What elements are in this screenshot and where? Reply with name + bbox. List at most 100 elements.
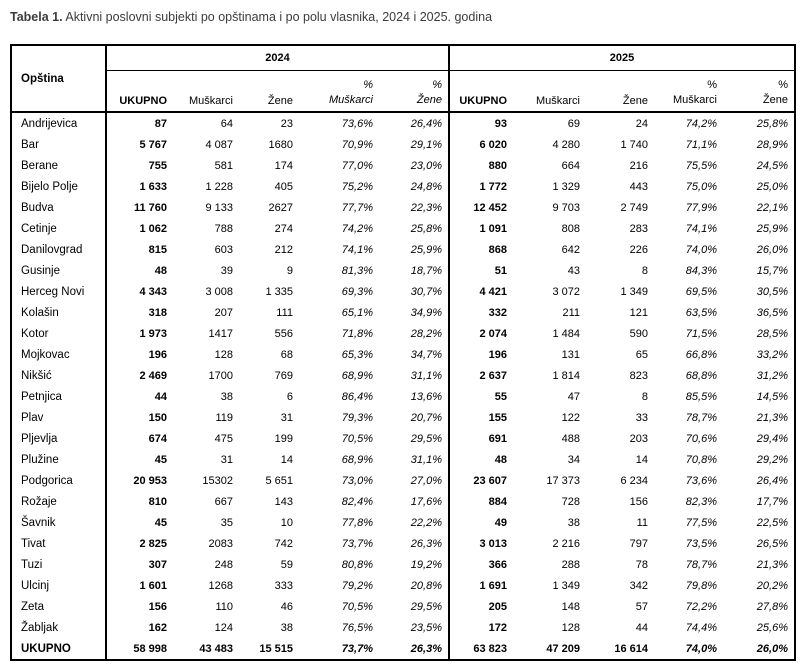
cell-2025-muskarci: 17 373 [546, 474, 580, 487]
cell-2025-pct-muskarci: 74,4% [685, 621, 717, 634]
cell-2025-pct-zene: 25,6% [756, 621, 788, 634]
cell-2024-ukupno: 2 469 [139, 369, 167, 382]
cell-2025-muskarci: 9 703 [552, 201, 580, 214]
table-row: Herceg Novi 4 343 3 008 1 335 69,3% 30,7% 4 42… [11, 281, 795, 302]
cell-2024-ukupno: 1 062 [139, 222, 167, 235]
municipality-cell: Kolašin [11, 302, 107, 323]
cell-2025-ukupno: 6 020 [448, 134, 513, 155]
cell-2025-muskarci: 1 814 [552, 369, 580, 382]
cell-2025-muskarci: 122 [561, 411, 580, 424]
cell-2025-pct-muskarci: 68,8% [685, 369, 717, 382]
municipality-cell: Plužine [11, 449, 107, 470]
cell-2025-zene: 44 [635, 621, 648, 634]
municipality-cell: Mojkovac [11, 344, 107, 365]
municipality-cell: Budva [11, 197, 107, 218]
cell-2024-zene: 769 [274, 369, 293, 382]
cell-2024-muskarci: 1 228 [205, 180, 233, 193]
cell-2025-zene: 2 749 [620, 201, 648, 214]
cell-2025-muskarci: 38 [567, 516, 580, 529]
cell-2025-muskarci: 47 209 [546, 642, 580, 655]
cell-2024-pct-zene: 23,5% [410, 621, 442, 634]
col-header-2025-pct-muskarci: % Muškarci [654, 70, 723, 113]
table-row: Berane 755 581 174 77,0% 23,0% 880 664 216 75,5% 2… [11, 155, 795, 176]
cell-2024-ukupno: 48 [154, 264, 167, 277]
cell-2025-zene: 226 [629, 243, 648, 256]
cell-2025-pct-zene: 22,1% [756, 201, 788, 214]
cell-2024-muskarci: 31 [220, 453, 233, 466]
cell-2024-pct-muskarci: 69,3% [341, 285, 373, 298]
cell-2024-pct-zene: 31,1% [410, 369, 442, 382]
cell-2024-ukupno: 162 [148, 621, 167, 634]
municipality-cell: Herceg Novi [11, 281, 107, 302]
municipality-cell: Pljevlja [11, 428, 107, 449]
cell-2024-pct-zene: 17,6% [410, 495, 442, 508]
cell-2025-zene: 33 [635, 411, 648, 424]
cell-2024-ukupno: 2 825 [139, 537, 167, 550]
cell-2024-pct-muskarci: 70,9% [341, 138, 373, 151]
cell-2025-pct-zene: 14,5% [756, 390, 788, 403]
cell-2025-pct-zene: 26,0% [756, 243, 788, 256]
cell-2025-muskarci: 1 349 [552, 579, 580, 592]
cell-2025-ukupno: 691 [448, 428, 513, 449]
cell-2025-muskarci: 43 [567, 264, 580, 277]
cell-2024-zene: 59 [280, 558, 293, 571]
cell-2024-zene: 31 [280, 411, 293, 424]
cell-2025-zene: 283 [629, 222, 648, 235]
cell-2025-pct-zene: 25,9% [756, 222, 788, 235]
cell-2024-zene: 1680 [268, 138, 293, 151]
cell-2024-zene: 1 335 [265, 285, 293, 298]
col-header-2024-muskarci: Muškarci [173, 70, 239, 113]
cell-2024-pct-muskarci: 74,1% [341, 243, 373, 256]
cell-2024-ukupno: 196 [148, 348, 167, 361]
municipality-cell: Tuzi [11, 554, 107, 575]
cell-2024-pct-muskarci: 74,2% [341, 222, 373, 235]
cell-2025-muskarci: 47 [567, 390, 580, 403]
table-row: Bar 5 767 4 087 1680 70,9% 29,1% 6 020 4 280 1 7… [11, 134, 795, 155]
cell-2025-pct-zene: 25,0% [756, 180, 788, 193]
cell-2024-pct-zene: 25,8% [410, 222, 442, 235]
table-row: Tuzi 307 248 59 80,8% 19,2% 366 288 78 78,7% 21,3% [11, 554, 795, 575]
table-title: Tabela 1. Aktivni poslovni subjekti po o… [10, 10, 492, 24]
municipality-cell: Andrijevica [11, 112, 107, 134]
cell-2025-pct-muskarci: 70,6% [685, 432, 717, 445]
cell-2025-pct-muskarci: 75,0% [685, 180, 717, 193]
table-row: Andrijevica 87 64 23 73,6% 26,4% 93 69 24 74,2% 25… [11, 112, 795, 134]
cell-2025-pct-zene: 21,3% [756, 411, 788, 424]
cell-2024-muskarci: 667 [214, 495, 233, 508]
table-body: Andrijevica 87 64 23 73,6% 26,4% 93 69 24 74,2% 25… [11, 112, 795, 660]
municipality-cell: Bar [11, 134, 107, 155]
cell-2024-pct-zene: 30,7% [410, 285, 442, 298]
cell-2024-muskarci: 3 008 [205, 285, 233, 298]
cell-2024-zene: 274 [274, 222, 293, 235]
table-row: Bijelo Polje 1 633 1 228 405 75,2% 24,8% 1 772… [11, 176, 795, 197]
col-header-2025-zene: Žene [586, 70, 654, 113]
cell-2025-ukupno: 332 [448, 302, 513, 323]
cell-2024-pct-zene: 19,2% [410, 558, 442, 571]
cell-2025-pct-muskarci: 74,0% [685, 642, 717, 655]
cell-2025-ukupno: 196 [448, 344, 513, 365]
cell-2025-muskarci: 808 [561, 222, 580, 235]
cell-2024-zene: 2627 [268, 201, 293, 214]
table-row: Plužine 45 31 14 68,9% 31,1% 48 34 14 70,8% 29,2% [11, 449, 795, 470]
cell-2024-ukupno: 318 [148, 306, 167, 319]
col-header-2024-ukupno: UKUPNO [106, 70, 173, 113]
cell-2025-muskarci: 728 [561, 495, 580, 508]
cell-2024-pct-zene: 34,7% [410, 348, 442, 361]
cell-2024-zene: 14 [280, 453, 293, 466]
cell-2025-muskarci: 288 [561, 558, 580, 571]
cell-2024-muskarci: 4 087 [205, 138, 233, 151]
cell-2024-ukupno: 674 [148, 432, 167, 445]
cell-2025-zene: 443 [629, 180, 648, 193]
cell-2024-pct-muskarci: 68,9% [341, 453, 373, 466]
cell-2025-pct-zene: 22,5% [756, 516, 788, 529]
cell-2025-zene: 203 [629, 432, 648, 445]
municipality-cell: Kotor [11, 323, 107, 344]
total-label-cell: UKUPNO [11, 638, 107, 660]
cell-2025-zene: 6 234 [620, 474, 648, 487]
table-title-label: Tabela 1. [10, 10, 63, 24]
municipality-cell: Šavnik [11, 512, 107, 533]
total-row: UKUPNO 58 998 43 483 15 515 73,7% 26,3% 63 823… [11, 638, 795, 660]
cell-2024-pct-zene: 22,2% [410, 516, 442, 529]
cell-2025-ukupno: 880 [448, 155, 513, 176]
cell-2024-pct-muskarci: 76,5% [341, 621, 373, 634]
